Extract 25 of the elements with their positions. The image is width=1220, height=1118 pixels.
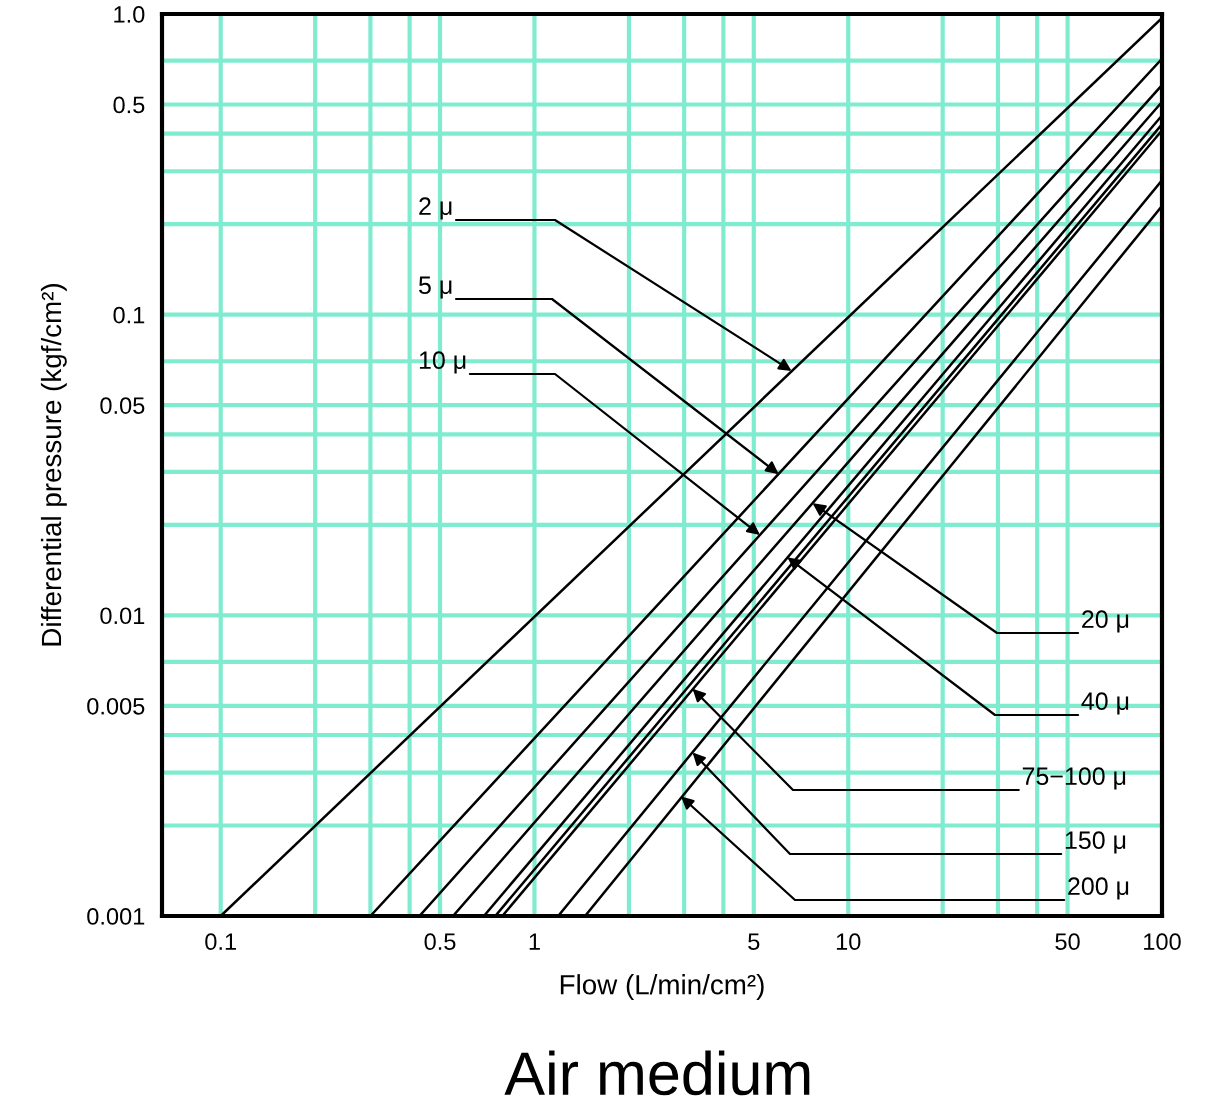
annotation: 150 μ: [1065, 831, 1126, 854]
y-axis-title: Differential pressure (kgf/cm²): [40, 284, 67, 646]
annotation: 5 μ: [419, 276, 452, 299]
annotation: 40 μ: [1081, 692, 1129, 715]
y-tick-label: 0.1: [113, 306, 145, 324]
x-tick-label: 1: [529, 933, 540, 950]
annotation: 2 μ: [419, 197, 452, 220]
x-tick-label: 0.5: [424, 933, 456, 951]
y-tick-label: 0.05: [100, 397, 145, 414]
x-tick-label: 50: [1055, 933, 1080, 951]
annotation: 200 μ: [1068, 877, 1129, 900]
y-tick-label: 0.5: [113, 96, 145, 114]
y-tick-label: 0.001: [87, 908, 145, 925]
y-tick-label: 0.005: [87, 697, 145, 715]
x-tick-label: 10: [836, 933, 861, 951]
text: Air medium: [504, 1050, 810, 1096]
annotation: 75−100 μ: [1022, 767, 1126, 790]
annotation: 20 μ: [1082, 610, 1129, 633]
x-tick-label: 100: [1144, 933, 1181, 951]
y-tick-label: 0.01: [100, 607, 145, 625]
x-tick-label: 0.1: [205, 933, 236, 951]
y-tick-label: 1.0: [114, 6, 145, 23]
x-tick-label: 5: [748, 933, 760, 951]
annotation: 10 μ: [419, 351, 466, 374]
x-axis-title: Flow (L/min/cm²): [560, 974, 764, 1000]
